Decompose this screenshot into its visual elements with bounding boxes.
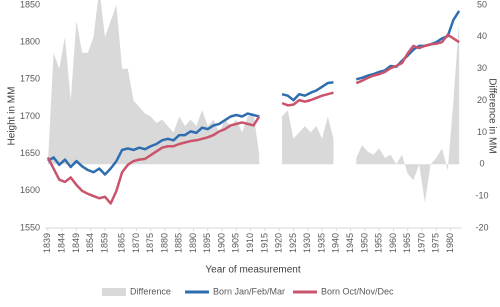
y-tick-label: 1600 xyxy=(20,185,40,195)
y-axis-title: Height in MM xyxy=(7,87,18,146)
x-tick-label: 1900 xyxy=(216,233,226,253)
x-tick-label: 1859 xyxy=(99,233,109,253)
y-tick-label: 1850 xyxy=(20,0,40,9)
y2-tick-label: 0 xyxy=(479,159,484,169)
y2-tick-label: 40 xyxy=(477,31,487,41)
y2-tick-label: -10 xyxy=(475,191,488,201)
x-tick-label: 1950 xyxy=(359,233,369,253)
legend-swatch xyxy=(102,288,126,296)
y2-tick-label: 10 xyxy=(477,127,487,137)
x-tick-label: 1970 xyxy=(416,233,426,253)
x-tick-label: 1880 xyxy=(159,233,169,253)
x-tick-label: 1965 xyxy=(402,233,412,253)
x-tick-label: 1980 xyxy=(445,233,455,253)
x-tick-label: 1935 xyxy=(316,233,326,253)
x-tick-label: 1865 xyxy=(116,233,126,253)
x-tick-label: 1955 xyxy=(374,233,384,253)
x-tick-label: 1910 xyxy=(245,233,255,253)
y2-tick-label: 30 xyxy=(477,63,487,73)
x-axis-title: Year of measurement xyxy=(205,265,300,276)
x-tick-label: 1975 xyxy=(431,233,441,253)
legend-label: Difference xyxy=(130,286,171,296)
x-tick-label: 1915 xyxy=(259,233,269,253)
x-tick-label: 1849 xyxy=(71,233,81,253)
line xyxy=(46,33,460,205)
x-tick-label: 1854 xyxy=(85,233,95,253)
legend-label: Born Oct/Nov/Dec xyxy=(321,286,394,296)
x-tick-label: 1925 xyxy=(288,233,298,253)
x-tick-label: 1885 xyxy=(174,233,184,253)
y2-axis-title: Difference in MM xyxy=(486,78,497,153)
x-tick-label: 1905 xyxy=(231,233,241,253)
x-tick-label: 1940 xyxy=(331,233,341,253)
x-tick-label: 1920 xyxy=(274,233,284,253)
x-tick-label: 1839 xyxy=(42,233,52,253)
y-tick-label: 1650 xyxy=(20,148,40,158)
legend-label: Born Jan/Feb/Mar xyxy=(213,286,285,296)
y-tick-label: 1550 xyxy=(20,222,40,232)
x-tick-label: 1870 xyxy=(131,233,141,253)
y-tick-label: 1750 xyxy=(20,74,40,84)
y2-tick-label: -20 xyxy=(475,222,488,232)
x-tick-label: 1945 xyxy=(345,233,355,253)
x-tick-label: 1930 xyxy=(302,233,312,253)
area xyxy=(47,0,460,203)
x-tick-label: 1844 xyxy=(57,233,67,253)
x-tick-label: 1875 xyxy=(145,233,155,253)
x-tick-label: 1895 xyxy=(202,233,212,253)
y-tick-label: 1800 xyxy=(20,37,40,47)
y2-tick-label: 50 xyxy=(477,0,487,9)
y-tick-label: 1700 xyxy=(20,111,40,121)
x-tick-label: 1960 xyxy=(388,233,398,253)
x-tick-label: 1890 xyxy=(188,233,198,253)
y2-tick-label: 20 xyxy=(477,95,487,105)
